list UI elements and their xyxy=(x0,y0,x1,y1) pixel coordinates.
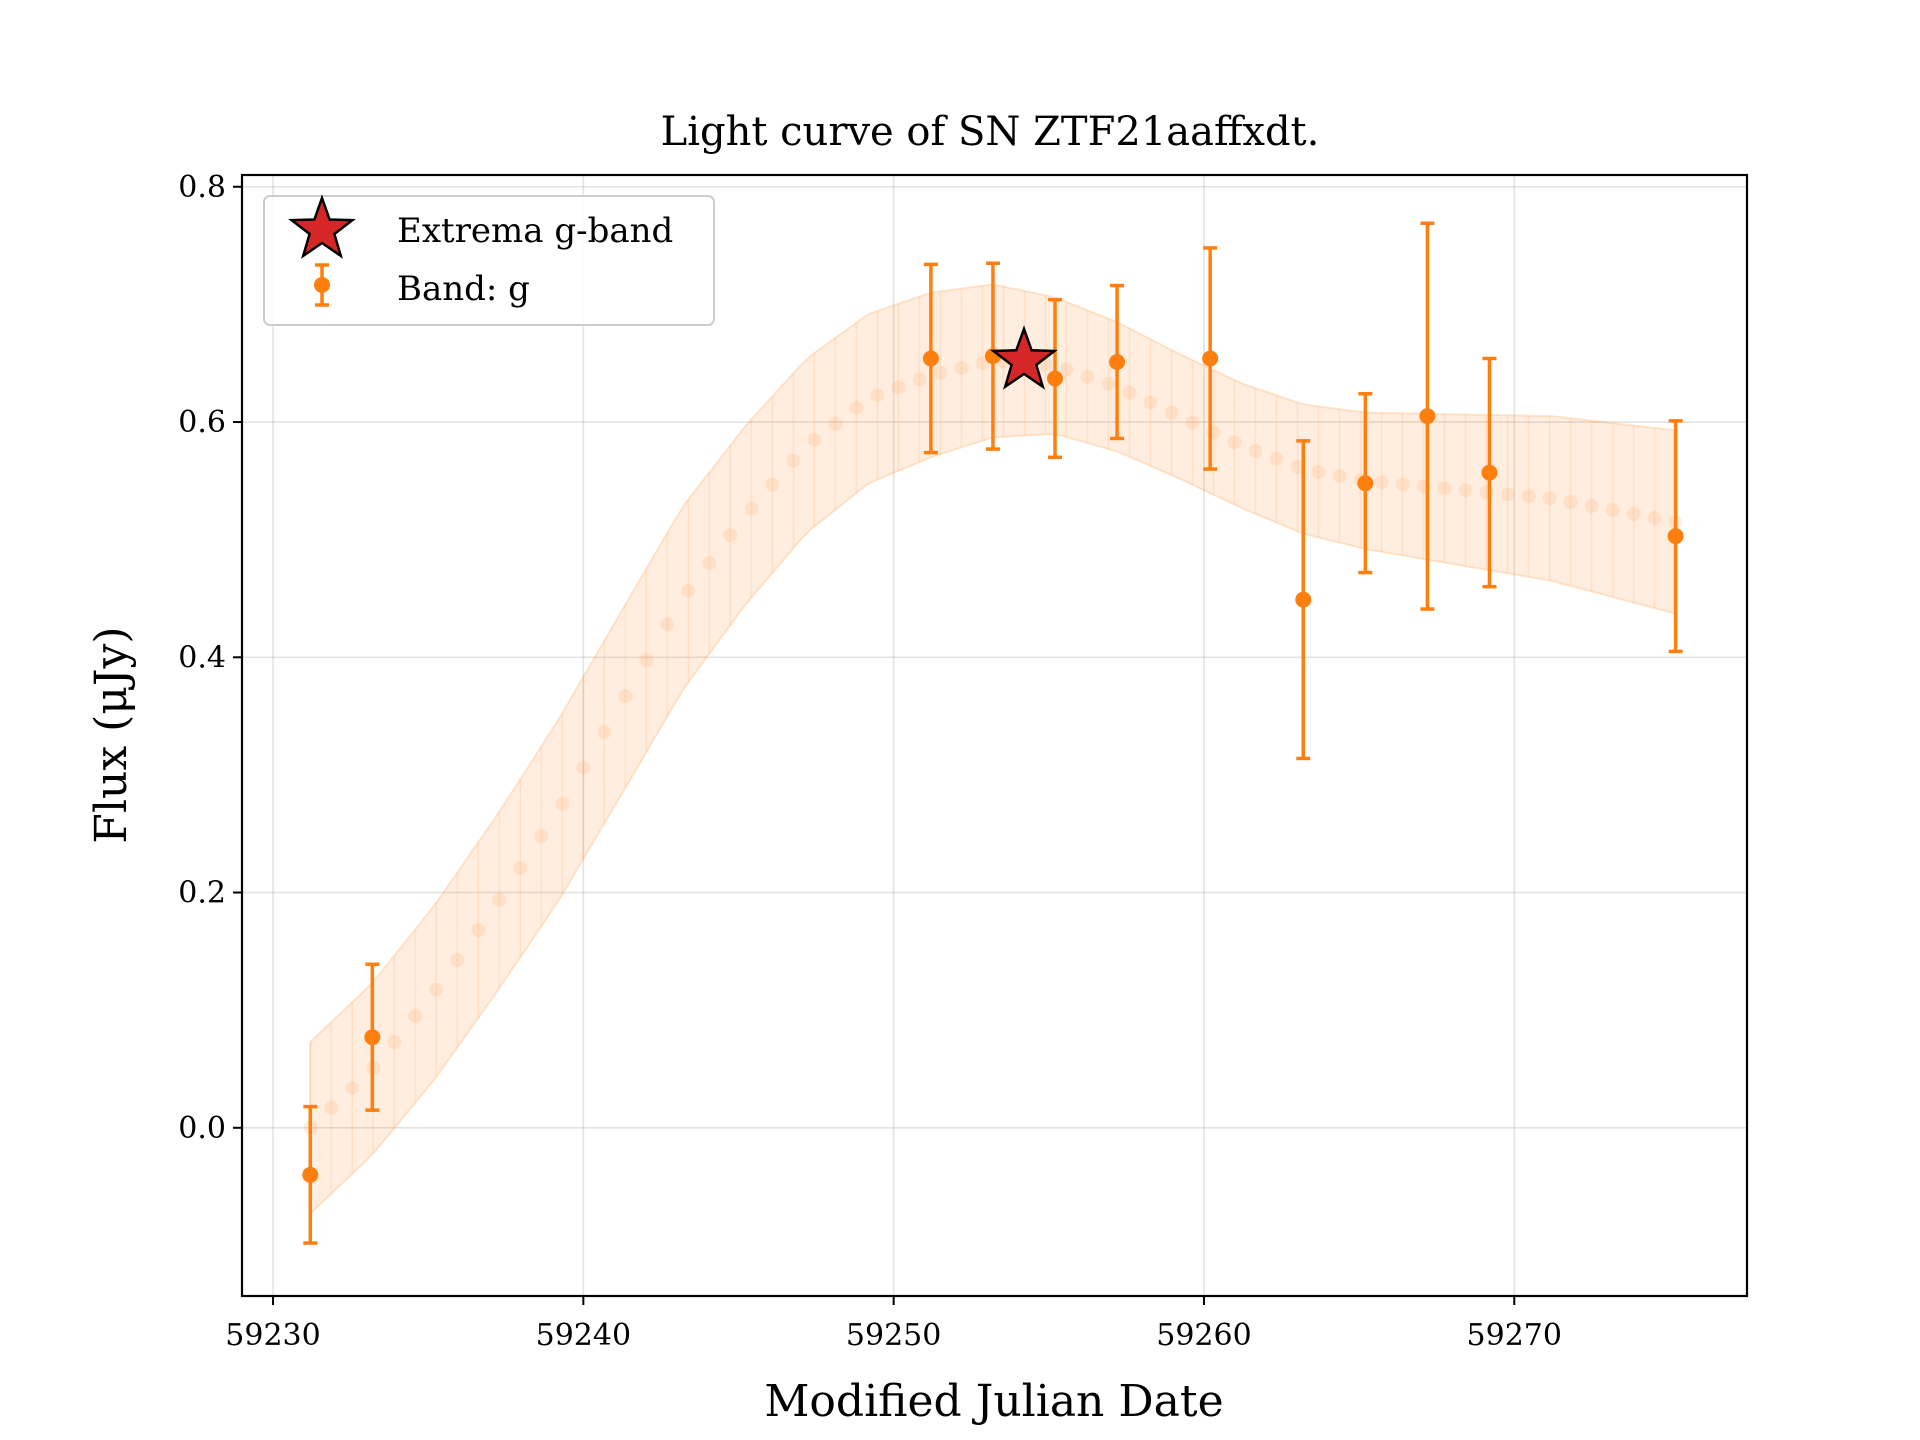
x-tick-label: 59270 xyxy=(1467,1318,1562,1353)
model-point xyxy=(828,416,843,431)
model-point xyxy=(1059,362,1074,377)
y-tick-label: 0.8 xyxy=(178,170,226,205)
data-points xyxy=(302,221,1684,1245)
model-point xyxy=(345,1080,360,1095)
model-point xyxy=(660,617,675,632)
model-point xyxy=(408,1009,423,1024)
model-point xyxy=(618,689,633,704)
model-point xyxy=(1269,451,1284,466)
extrema-marker xyxy=(989,325,1058,390)
model-point xyxy=(1332,468,1347,483)
data-point xyxy=(1357,475,1374,492)
model-point xyxy=(1101,376,1116,391)
model-point xyxy=(1500,487,1515,502)
model-point xyxy=(1542,491,1557,506)
x-tick-label: 59260 xyxy=(1156,1318,1251,1353)
data-point xyxy=(1667,528,1684,545)
model-point xyxy=(1458,483,1473,498)
model-point xyxy=(1647,511,1662,526)
model-point xyxy=(1143,395,1158,410)
model-point xyxy=(1290,459,1305,474)
model-point xyxy=(1584,499,1599,514)
model-point xyxy=(1521,489,1536,504)
x-tick-label: 59230 xyxy=(225,1318,320,1353)
model-point xyxy=(849,400,864,415)
model-point xyxy=(513,861,528,876)
x-axis-title: Modified Julian Date xyxy=(764,1376,1223,1427)
model-point xyxy=(933,365,948,380)
model-point xyxy=(912,372,927,387)
model-point xyxy=(765,477,780,492)
plot-frame xyxy=(240,173,1749,1298)
x-tick-label: 59240 xyxy=(536,1318,631,1353)
model-point xyxy=(324,1100,339,1115)
data-point xyxy=(1295,591,1312,608)
y-axis-ticks: 0.0 0.2 0.4 0.6 0.8 xyxy=(178,170,242,1146)
model-point xyxy=(891,380,906,395)
y-tick-label: 0.2 xyxy=(178,876,226,911)
model-point xyxy=(954,361,969,376)
y-tick-label: 0.0 xyxy=(178,1111,226,1146)
model-point xyxy=(1248,443,1263,458)
model-point xyxy=(534,829,549,844)
model-point xyxy=(1437,481,1452,496)
data-point xyxy=(1202,350,1219,367)
data-point xyxy=(922,350,939,367)
model-point xyxy=(450,952,465,967)
model-point xyxy=(1185,415,1200,430)
x-tick-label: 59250 xyxy=(846,1318,941,1353)
model-point xyxy=(1563,495,1578,510)
model-point xyxy=(492,892,507,907)
legend-star-icon xyxy=(288,194,356,259)
model-point xyxy=(870,388,885,403)
model-point xyxy=(1479,485,1494,500)
model-point xyxy=(807,432,822,447)
model-point xyxy=(744,501,759,516)
y-tick-label: 0.4 xyxy=(178,640,226,675)
model-point xyxy=(387,1034,402,1049)
data-point xyxy=(364,1029,381,1046)
model-point xyxy=(723,528,738,543)
legend-errorbar-icon xyxy=(314,263,330,307)
model-point xyxy=(1311,464,1326,479)
extrema-star xyxy=(989,325,1058,390)
grid-lines xyxy=(242,175,1747,1296)
model-point xyxy=(702,555,717,570)
data-point xyxy=(1109,354,1126,371)
model-point xyxy=(1626,507,1641,522)
model-point xyxy=(1080,369,1095,384)
legend-label-extrema: Extrema g-band xyxy=(397,211,673,251)
legend-point xyxy=(314,277,330,293)
model-point xyxy=(1374,475,1389,490)
data-point xyxy=(1481,464,1498,481)
data-point xyxy=(302,1166,319,1183)
chart-title: Light curve of SN ZTF21aaffxdt. xyxy=(661,109,1320,155)
model-point xyxy=(1164,405,1179,420)
model-point xyxy=(471,923,486,938)
y-tick-label: 0.6 xyxy=(178,405,226,440)
data-point xyxy=(1419,408,1436,425)
legend-star-shape xyxy=(288,194,356,259)
model-point xyxy=(786,453,801,468)
model-point xyxy=(597,725,612,740)
model-point xyxy=(576,760,591,775)
legend-label-band: Band: g xyxy=(397,269,530,309)
legend: Extrema g-band Band: g xyxy=(263,194,715,326)
y-axis-title: Flux (μJy) xyxy=(86,626,137,843)
model-point xyxy=(429,982,444,997)
x-axis-ticks: 59230 59240 59250 59260 59270 xyxy=(225,1296,1562,1353)
model-point xyxy=(639,653,654,668)
legend-box xyxy=(263,195,715,326)
model-point xyxy=(555,796,570,811)
model-point xyxy=(1122,385,1137,400)
model-point xyxy=(681,583,696,598)
model-point xyxy=(1227,435,1242,450)
data-point xyxy=(1047,370,1064,387)
model-point xyxy=(1605,503,1620,518)
model-point xyxy=(1395,477,1410,492)
